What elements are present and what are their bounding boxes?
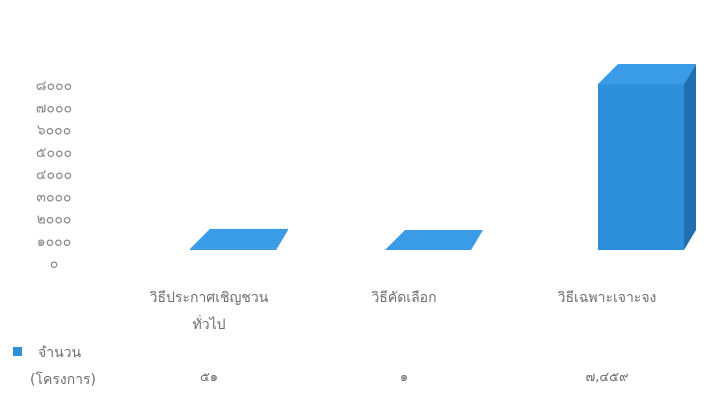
y-tick-label: ๒๐๐๐ [37, 212, 72, 228]
data-label: ๗,๔๕๙ [585, 370, 628, 385]
y-tick-label: ๖๐๐๐ [37, 123, 72, 139]
data-label: ๑ [400, 370, 408, 385]
y-tick-label: ๘๐๐๐ [36, 78, 72, 94]
y-axis: ๐ ๑๐๐๐ ๒๐๐๐ ๓๐๐๐ ๔๐๐๐ ๕๐๐๐ ๖๐๐๐ ๗๐๐๐ ๘๐๐๐ [36, 78, 72, 272]
data-label: ๕๑ [200, 370, 218, 385]
y-tick-label: ๗๐๐๐ [36, 100, 72, 116]
bar [190, 228, 288, 250]
data-table: จำนวน(โครงการ) ๕๑ ๑ ๗,๔๕๙ [13, 345, 629, 388]
y-tick-label: ๓๐๐๐ [36, 189, 71, 205]
bar-front [190, 248, 276, 250]
y-tick-label: ๕๐๐๐ [36, 145, 72, 161]
bar-top [190, 228, 288, 249]
category-label: วิธีคัดเลือก [371, 290, 436, 306]
y-tick-label: ๑๐๐๐ [37, 234, 72, 250]
category-axis: วิธีประกาศเชิญชวนทั่วไป วิธีคัดเลือก วิธีเ… [150, 290, 657, 333]
category-label: วิธีเฉพาะเจาะจง [557, 290, 656, 306]
bar-top [385, 229, 483, 250]
bar-side [684, 64, 696, 250]
bar-side [276, 228, 288, 250]
bar-top [598, 64, 696, 85]
bar [598, 64, 696, 250]
category-label: วิธีประกาศเชิญชวนทั่วไป [150, 290, 269, 333]
bars [190, 64, 696, 250]
legend-label: จำนวน(โครงการ) [30, 345, 96, 388]
legend-swatch [13, 347, 22, 356]
y-tick-label: ๐ [50, 256, 59, 272]
bar-front [598, 84, 684, 250]
bar [385, 229, 483, 250]
y-tick-label: ๔๐๐๐ [36, 167, 72, 183]
bar-side [471, 229, 483, 250]
